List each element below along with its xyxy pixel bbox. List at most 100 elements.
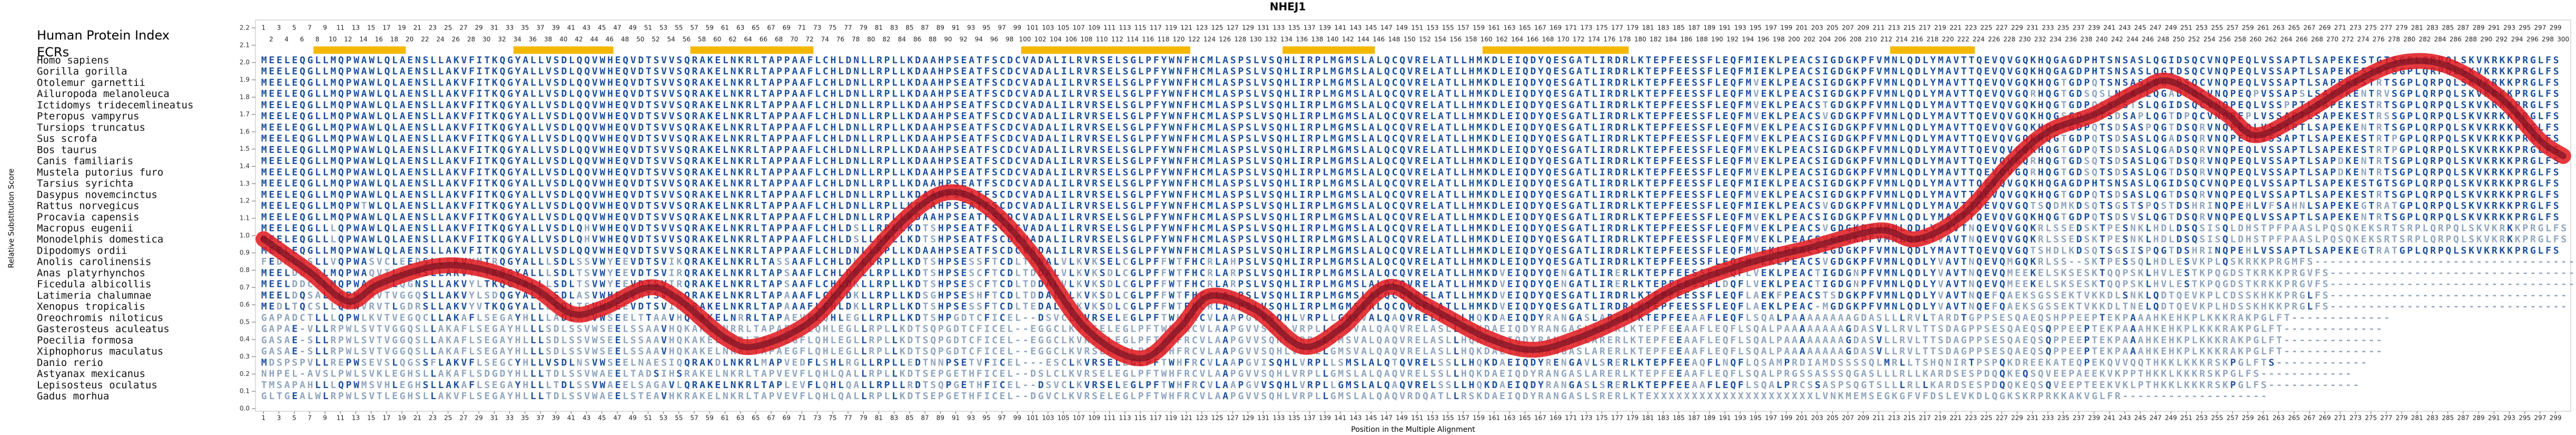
residue-run: L — [1899, 312, 1905, 323]
residue-run: L — [2146, 267, 2151, 278]
residue-run: E — [615, 256, 621, 267]
x-tick-label-top: 211 — [1873, 24, 1885, 32]
residue-run: D — [2115, 211, 2120, 223]
y-tick-label: 1.7 — [240, 111, 250, 118]
residue-run: VKPL — [2192, 256, 2220, 267]
sequence: MEELEQGLL L QPWAWLQLAENSLLAKVFITKQGYALLVSD… — [261, 223, 2567, 234]
residue-run: L — [1592, 312, 1597, 323]
residue-run: F — [984, 380, 990, 391]
residue-run: Q — [300, 301, 305, 312]
residue-run: HVLE — [2153, 267, 2182, 278]
x-tick-label-top: 9 — [323, 24, 327, 32]
x-tick-label-top: 284 — [2434, 36, 2446, 43]
residue-run: LSQA — [1745, 312, 1774, 323]
residue-run: R — [2199, 156, 2205, 167]
residue-run: MEELEQGLLMQPWAWLQLAENSLLAKVFITKQGYALLVSD… — [261, 100, 1752, 111]
residue-run: EIQDYQE — [1507, 279, 1559, 290]
residue-run: V — [1822, 223, 1828, 234]
residue-run: GLFT — [2238, 357, 2267, 368]
residue-run: V — [1938, 234, 1943, 245]
x-tick-label-top: 6 — [300, 36, 304, 43]
residue-run: A — [1222, 369, 1228, 380]
residue-run: RPL — [869, 335, 890, 346]
residue-run: YV — [469, 301, 482, 312]
x-tick-label-bottom: 215 — [1903, 414, 1916, 422]
x-tick-label-top: 34 — [514, 36, 521, 43]
residue-run: DL — [561, 380, 575, 391]
residue-run: AAAAAAGDASLL — [1807, 312, 1898, 323]
residue-run: GLPF — [1130, 290, 1159, 301]
x-tick-label-top: 177 — [1611, 24, 1623, 32]
residue-run: PEACS — [1784, 290, 1820, 301]
x-tick-label-bottom: 277 — [2380, 414, 2392, 422]
ecr-bar — [1282, 46, 1375, 54]
residue-run: L — [1453, 335, 1459, 346]
residue-run: E — [615, 357, 621, 368]
residue-run: R — [2030, 89, 2036, 100]
x-tick-label-bottom: 21 — [413, 414, 421, 422]
x-tick-label-top: 260 — [2249, 36, 2262, 43]
residue-run: G — [2361, 200, 2367, 211]
residue-run: F — [1161, 301, 1167, 312]
residue-run: T — [2169, 167, 2175, 178]
residue-run: SASLQG — [2123, 167, 2167, 178]
residue-run: GQK — [2015, 256, 2036, 267]
residue-run: V — [1938, 279, 1943, 290]
x-tick-label-bottom: 191 — [1719, 414, 1731, 422]
residue-run: LLRPLLKD — [861, 290, 921, 301]
residue-run: I — [992, 380, 998, 391]
residue-run: LA — [1215, 357, 1229, 368]
x-tick-label-top: 112 — [1111, 36, 1123, 43]
x-tick-label-bottom: 259 — [2242, 414, 2254, 422]
residue-run: ------------ — [2276, 357, 2366, 368]
residue-run: SDL — [554, 279, 575, 290]
residue-run: VW — [592, 279, 606, 290]
residue-run: EIQDYQESGATLIRDRLKTEPFEESSFLEQF — [1507, 290, 1744, 301]
residue-run: D — [2176, 111, 2182, 122]
residue-run: LV — [2253, 200, 2267, 211]
residue-run: V — [1499, 267, 1505, 278]
x-tick-label-bottom: 129 — [1242, 414, 1254, 422]
residue-run: H — [2246, 245, 2252, 256]
residue-run: LLRVLTTSDAGPPSESQAEQS — [1884, 324, 2044, 335]
x-tick-label-bottom: 247 — [2149, 414, 2162, 422]
residue-run: R — [2376, 133, 2382, 144]
residue-run: SH — [969, 290, 982, 301]
residue-run: LLRVLTTSDAGPPSESQAEQS — [1884, 346, 2044, 357]
residue-run: P — [2284, 100, 2290, 111]
residue-run: H — [522, 380, 528, 391]
x-tick-label-top: 39 — [552, 24, 560, 32]
x-tick-label-top: 159 — [1473, 24, 1485, 32]
residue-run: Q — [2092, 77, 2098, 88]
residue-run: LSQA — [1745, 380, 1774, 391]
x-tick-label-bottom: 77 — [844, 414, 852, 422]
residue-run: LLAK — [430, 312, 459, 323]
residue-run: L — [1899, 357, 1905, 368]
x-tick-label-bottom: 231 — [2027, 414, 2039, 422]
residue-run: E — [615, 391, 621, 402]
residue-run: QRAKELNKRLTAP — [684, 290, 782, 301]
x-tick-label-top: 79 — [860, 24, 867, 32]
residue-run: W — [1169, 290, 1175, 301]
residue-run: T — [646, 312, 652, 323]
residue-run: N — [2361, 211, 2367, 223]
residue-run: A — [1222, 391, 1228, 402]
x-tick-label-bottom: 213 — [1888, 414, 1900, 422]
residue-run: LS — [1330, 357, 1344, 368]
residue-run: V — [1753, 189, 1759, 200]
x-tick-label-top: 100 — [1019, 36, 1031, 43]
residue-run: C — [1200, 312, 1206, 323]
x-tick-label-bottom: 177 — [1611, 414, 1623, 422]
x-tick-label-bottom: 103 — [1042, 414, 1054, 422]
x-tick-label-bottom: 67 — [767, 414, 775, 422]
residue-run: Q — [2223, 223, 2228, 234]
species-name: Anolis carolinensis — [37, 256, 151, 268]
residue-run: MEELEQGLLMQPWAWLQLAENSLLAKVFITKQGYALLVSD… — [261, 144, 1752, 156]
residue-run: F — [1161, 256, 1167, 267]
residue-run: GA — [1569, 357, 1583, 368]
residue-run: AHKEHKPLKKKRAKPGLFT------------- — [2138, 346, 2382, 357]
residue-run: E — [1123, 380, 1129, 391]
residue-run: EKLPEACSIGDGKPFVMNLQDLYMAVTTQEVQVGQ — [1761, 89, 2029, 100]
residue-run: F — [1161, 267, 1167, 278]
residue-run: DSQ — [2176, 144, 2197, 156]
